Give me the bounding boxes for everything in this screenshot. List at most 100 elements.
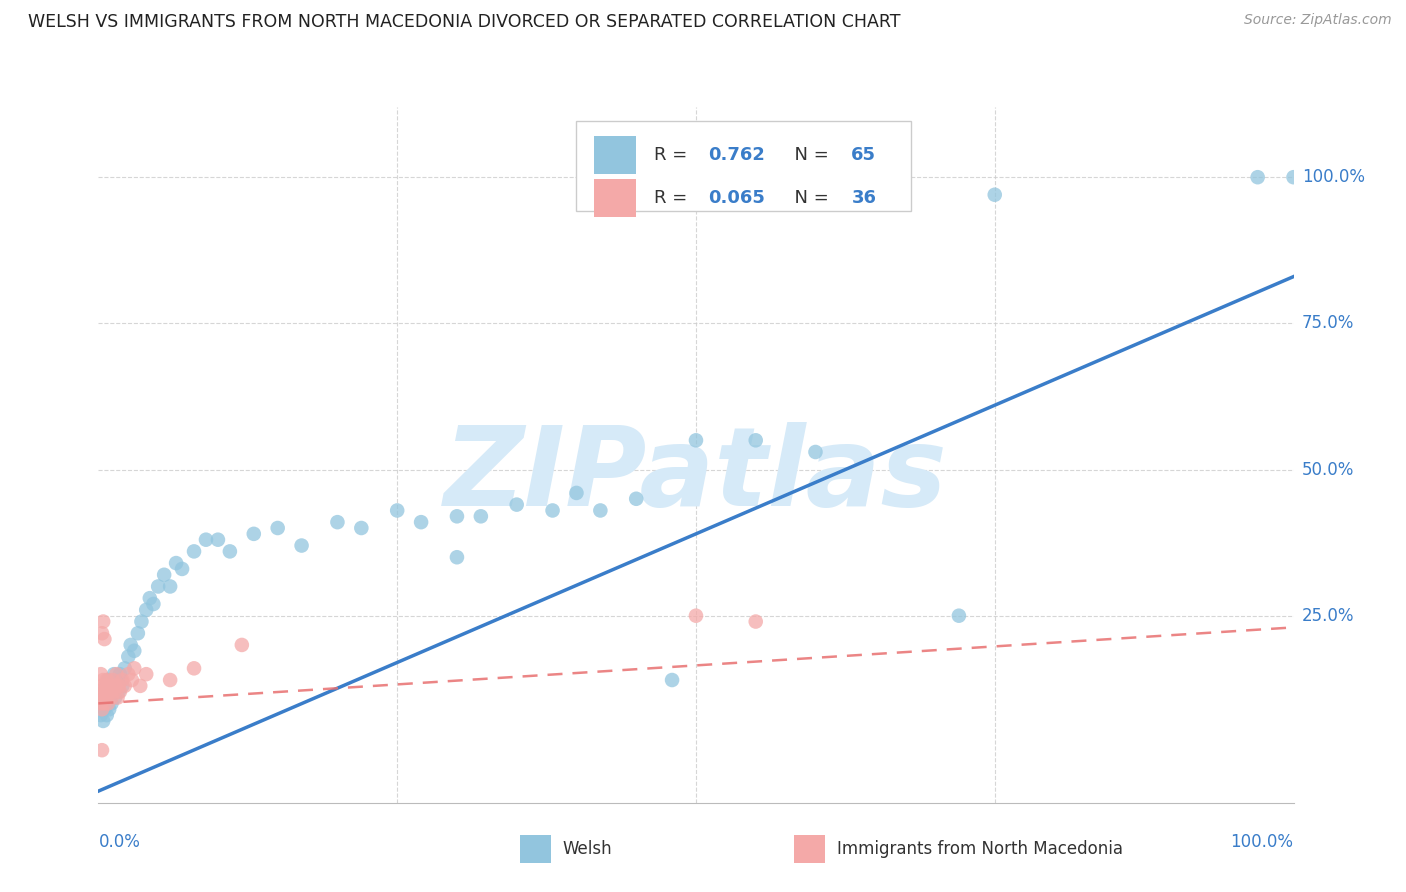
Point	[93, 702, 115, 716]
Text: 100.0%: 100.0%	[1230, 833, 1294, 851]
Text: R =: R =	[654, 189, 693, 207]
Text: WELSH VS IMMIGRANTS FROM NORTH MACEDONIA DIVORCED OR SEPARATED CORRELATION CHART: WELSH VS IMMIGRANTS FROM NORTH MACEDONIA…	[28, 13, 901, 31]
Point	[142, 597, 165, 611]
Point	[108, 684, 131, 698]
Point	[1282, 170, 1305, 185]
Point	[685, 608, 707, 623]
Point	[117, 649, 139, 664]
Point	[231, 638, 253, 652]
Point	[131, 615, 153, 629]
Point	[541, 503, 564, 517]
Point	[103, 684, 125, 698]
Point	[148, 579, 170, 593]
Point	[93, 684, 115, 698]
Point	[446, 509, 468, 524]
Point	[207, 533, 229, 547]
Point	[624, 491, 647, 506]
Point	[661, 673, 683, 687]
Point	[98, 702, 121, 716]
Point	[326, 515, 349, 529]
Point	[96, 708, 118, 723]
Point	[94, 690, 117, 705]
FancyBboxPatch shape	[595, 178, 637, 217]
Point	[91, 615, 114, 629]
Point	[804, 445, 827, 459]
Point	[135, 667, 157, 681]
Point	[446, 550, 468, 565]
Point	[114, 679, 136, 693]
Point	[385, 503, 409, 517]
Point	[127, 626, 149, 640]
Point	[104, 679, 127, 693]
Point	[103, 667, 125, 681]
Point	[565, 486, 588, 500]
Text: 36: 36	[851, 189, 876, 207]
Point	[290, 539, 312, 553]
Text: Welsh: Welsh	[562, 840, 612, 858]
Point	[135, 603, 157, 617]
Point	[96, 684, 118, 698]
Text: ZIPatlas: ZIPatlas	[444, 422, 948, 529]
Point	[90, 708, 112, 723]
Text: Immigrants from North Macedonia: Immigrants from North Macedonia	[837, 840, 1122, 858]
Point	[267, 521, 290, 535]
Point	[159, 579, 181, 593]
Point	[91, 714, 114, 728]
Point	[91, 626, 114, 640]
Point	[117, 667, 139, 681]
Point	[194, 533, 217, 547]
Point	[124, 644, 146, 658]
Point	[93, 632, 115, 646]
Point	[745, 615, 768, 629]
Text: 0.762: 0.762	[709, 146, 765, 164]
Point	[107, 679, 129, 693]
Point	[101, 673, 124, 687]
Point	[89, 684, 111, 698]
Point	[159, 673, 181, 687]
Point	[94, 690, 117, 705]
Text: 50.0%: 50.0%	[1302, 460, 1354, 478]
Point	[153, 567, 176, 582]
Text: 0.0%: 0.0%	[98, 833, 141, 851]
Text: 100.0%: 100.0%	[1302, 169, 1365, 186]
Point	[139, 591, 162, 606]
Point	[745, 434, 768, 448]
Point	[103, 684, 125, 698]
Point	[91, 690, 114, 705]
Text: 0.065: 0.065	[709, 189, 765, 207]
Point	[172, 562, 194, 576]
Point	[100, 690, 122, 705]
Point	[101, 679, 124, 693]
FancyBboxPatch shape	[595, 136, 637, 175]
FancyBboxPatch shape	[576, 121, 911, 211]
Point	[105, 667, 128, 681]
Point	[96, 679, 118, 693]
Point	[90, 697, 112, 711]
Point	[98, 690, 122, 705]
Point	[91, 702, 114, 716]
Point	[96, 673, 118, 687]
Text: R =: R =	[654, 146, 693, 164]
Point	[411, 515, 433, 529]
Point	[470, 509, 492, 524]
Point	[91, 679, 114, 693]
Point	[107, 684, 129, 698]
Point	[107, 690, 129, 705]
Point	[506, 498, 529, 512]
Point	[94, 679, 117, 693]
Point	[91, 697, 114, 711]
Point	[90, 667, 112, 681]
Text: 75.0%: 75.0%	[1302, 314, 1354, 333]
Text: 65: 65	[851, 146, 876, 164]
Point	[93, 697, 115, 711]
Point	[108, 667, 131, 681]
Point	[98, 679, 121, 693]
Point	[121, 673, 143, 687]
Text: N =: N =	[783, 189, 835, 207]
Point	[105, 673, 128, 687]
Text: Source: ZipAtlas.com: Source: ZipAtlas.com	[1244, 13, 1392, 28]
Point	[589, 503, 612, 517]
Point	[124, 661, 146, 675]
Point	[948, 608, 970, 623]
Point	[1246, 170, 1268, 185]
